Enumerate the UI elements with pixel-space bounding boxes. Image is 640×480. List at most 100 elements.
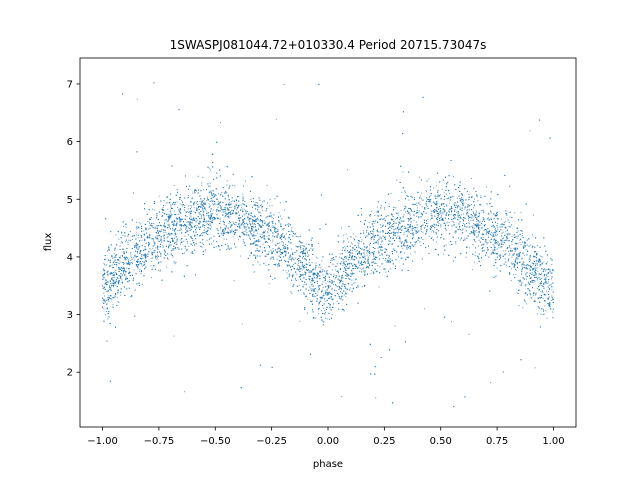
data-point [491,231,493,233]
data-point [234,185,236,187]
data-point [263,220,265,222]
data-point [401,191,403,193]
data-point [232,200,234,202]
data-point [530,267,532,269]
data-point [492,232,494,234]
data-point [164,219,166,221]
data-point [345,247,347,249]
data-point [505,230,507,232]
data-point [541,285,543,287]
data-point [206,227,208,229]
data-point [358,260,360,262]
data-point [186,238,188,240]
data-point [419,241,421,243]
data-point [272,278,274,280]
data-point [145,255,147,257]
data-point [343,263,345,265]
data-point [461,195,463,197]
data-point [364,273,366,275]
data-point [213,209,215,211]
data-point [379,266,381,268]
data-point [477,256,479,258]
data-point [299,248,301,250]
data-point [506,233,508,235]
data-point [191,206,193,208]
data-point [490,233,492,235]
data-point [295,245,297,247]
data-point [409,226,411,228]
data-point [414,243,416,245]
data-point [266,184,268,186]
data-point [161,230,163,232]
data-point [192,203,194,205]
data-point [493,234,495,236]
data-point [254,254,256,256]
data-point [510,279,512,281]
data-point [366,254,368,256]
data-point [317,272,319,274]
data-point [488,217,490,219]
data-point [441,218,443,220]
data-point [257,232,259,234]
data-point [420,225,422,227]
data-point [352,250,354,252]
data-point [430,219,432,221]
data-point [115,265,117,267]
data-point [115,255,116,256]
data-point [514,212,516,214]
data-point [515,268,517,270]
data-point [495,253,497,255]
data-point [482,227,483,229]
data-point [457,197,459,199]
data-point [242,193,244,195]
data-point [141,283,143,285]
data-point [505,239,507,241]
data-point [355,256,357,258]
data-point [337,278,339,280]
data-point [496,243,498,245]
data-point [201,182,203,184]
data-point [474,198,476,200]
data-point [315,287,316,289]
data-point [453,176,455,178]
data-point [204,206,206,208]
data-point [361,268,363,270]
data-point [152,208,154,210]
data-point [167,208,169,210]
data-point [209,182,211,184]
data-point [474,240,476,242]
data-point [478,245,480,247]
data-point [134,259,136,261]
data-point [217,200,219,202]
data-point [254,230,256,232]
data-point [384,220,386,222]
data-point [216,198,218,200]
data-point [360,260,362,262]
data-point [213,197,215,199]
data-point [369,248,371,250]
data-point [294,232,296,234]
data-point [312,248,314,250]
data-point [170,206,172,208]
data-point [353,282,355,284]
data-point [103,308,105,310]
data-point [263,222,265,224]
data-point [487,242,489,244]
data-point [530,294,532,296]
data-point [352,233,354,235]
data-point [113,277,115,279]
data-point [376,229,378,231]
data-point [287,247,289,249]
data-point [291,254,293,256]
data-point [425,191,427,193]
data-point [520,281,522,283]
data-point [187,195,189,197]
data-point [426,229,428,231]
data-point [112,286,114,288]
data-point [217,193,219,195]
data-point [414,229,416,231]
data-point [191,244,193,246]
data-point [193,211,195,213]
data-point [193,216,195,218]
data-point [292,258,294,260]
